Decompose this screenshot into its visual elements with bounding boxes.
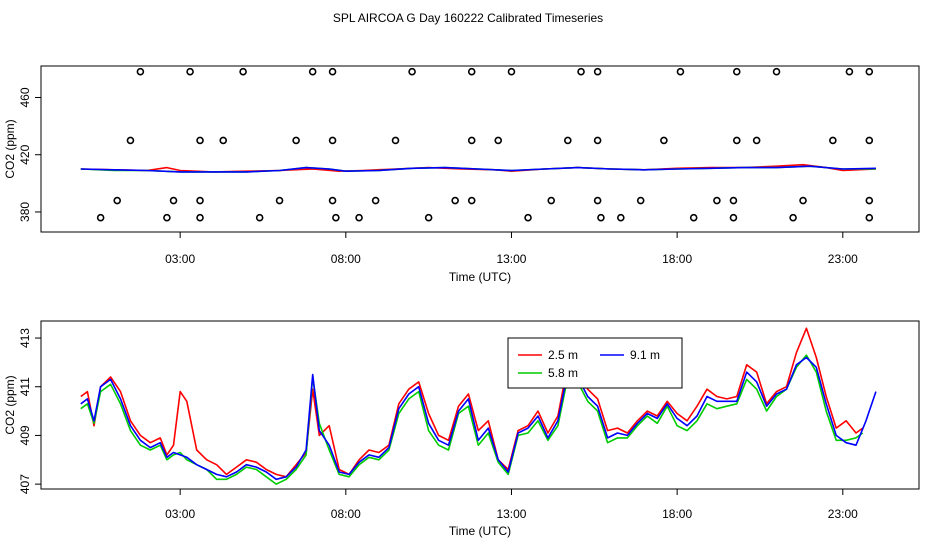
data-point-marker xyxy=(96,213,105,222)
data-point-marker xyxy=(196,213,204,222)
y-tick-label: 407 xyxy=(18,474,32,494)
series-line-2 xyxy=(80,165,876,173)
data-point-marker xyxy=(865,136,874,145)
data-point-marker xyxy=(772,67,781,76)
data-point-marker xyxy=(689,213,698,222)
y-tick-label: 411 xyxy=(18,377,32,396)
y-tick-label: 380 xyxy=(18,202,32,222)
lower-panel: 03:00 08:00 13:00 18:00 23:00 407 409 411 413 Tim… xyxy=(3,320,920,538)
chart-title: SPL AIRCOA G Day 160222 Calibrated Times… xyxy=(333,11,603,25)
data-point-marker xyxy=(328,136,337,145)
data-point-marker xyxy=(467,67,476,76)
data-point-marker xyxy=(593,196,602,205)
x-tick-label: 13:00 xyxy=(496,507,526,521)
data-point-marker xyxy=(451,196,459,205)
data-point-marker xyxy=(789,213,797,222)
x-tick-label: 18:00 xyxy=(662,252,692,266)
data-point-marker xyxy=(865,196,874,205)
upper-panel: 03:00 08:00 13:00 18:00 23:00 380 420 460 Time (… xyxy=(3,65,920,284)
legend-label: 5.8 m xyxy=(548,366,578,380)
data-point-marker xyxy=(617,213,625,222)
data-point-marker xyxy=(332,213,340,222)
data-point-marker xyxy=(371,196,380,205)
data-point-marker xyxy=(275,196,284,205)
series-line-2 xyxy=(80,356,877,481)
data-point-marker xyxy=(547,196,556,205)
data-point-marker xyxy=(424,213,433,222)
y-axis-label: CO2 (ppm) xyxy=(3,375,17,434)
data-point-marker xyxy=(126,136,135,145)
data-point-marker xyxy=(829,136,837,145)
data-point-marker xyxy=(163,213,171,222)
data-point-marker xyxy=(676,67,685,76)
data-point-marker xyxy=(255,213,264,222)
data-point-marker xyxy=(328,67,337,76)
data-point-marker xyxy=(597,213,605,222)
y-tick-label: 413 xyxy=(18,328,32,348)
data-point-marker xyxy=(865,213,874,222)
y-tick-label: 420 xyxy=(18,144,32,164)
x-tick-label: 03:00 xyxy=(165,507,195,521)
data-point-marker xyxy=(563,136,572,145)
y-tick-label: 460 xyxy=(18,87,32,107)
series-line-0 xyxy=(80,327,864,478)
data-point-marker xyxy=(732,67,741,76)
data-point-marker xyxy=(391,136,400,145)
data-point-marker xyxy=(865,67,874,76)
data-point-marker xyxy=(729,196,738,205)
x-tick-label: 23:00 xyxy=(828,507,858,521)
data-point-marker xyxy=(408,67,416,76)
data-point-marker xyxy=(577,67,585,76)
data-point-marker xyxy=(239,67,247,76)
data-point-marker xyxy=(494,136,503,145)
x-tick-label: 23:00 xyxy=(828,252,858,266)
data-point-marker xyxy=(113,196,122,205)
legend-label: 9.1 m xyxy=(630,348,660,362)
data-point-marker xyxy=(636,196,645,205)
data-point-marker xyxy=(467,136,476,145)
data-point-marker xyxy=(752,136,761,145)
x-axis-label: Time (UTC) xyxy=(449,524,511,538)
data-point-marker xyxy=(219,136,228,145)
legend-box xyxy=(507,337,683,389)
data-point-marker xyxy=(292,136,300,145)
data-point-marker xyxy=(732,136,741,145)
legend-label: 2.5 m xyxy=(548,348,578,362)
y-axis-label: CO2 (ppm) xyxy=(3,119,17,178)
data-point-marker xyxy=(467,196,476,205)
data-point-marker xyxy=(169,196,178,205)
x-tick-label: 13:00 xyxy=(496,252,526,266)
data-point-marker xyxy=(355,213,363,222)
data-point-marker xyxy=(186,67,194,76)
y-tick-label: 409 xyxy=(18,425,32,445)
x-tick-label: 18:00 xyxy=(662,507,692,521)
data-point-marker xyxy=(524,213,532,222)
data-point-marker xyxy=(729,213,738,222)
data-point-marker xyxy=(136,67,145,76)
data-point-marker xyxy=(507,67,516,76)
data-point-marker xyxy=(799,196,807,205)
data-point-marker xyxy=(713,196,721,205)
data-point-marker xyxy=(196,136,204,145)
data-point-marker xyxy=(308,67,317,76)
x-tick-label: 08:00 xyxy=(331,507,361,521)
plot-frame xyxy=(40,320,920,490)
data-point-marker xyxy=(328,196,337,205)
data-point-marker xyxy=(593,67,602,76)
plot-frame xyxy=(40,65,920,233)
data-point-marker xyxy=(196,196,204,205)
data-point-marker xyxy=(845,67,854,76)
data-point-marker xyxy=(660,136,668,145)
x-axis-label: Time (UTC) xyxy=(449,270,511,284)
x-tick-label: 08:00 xyxy=(331,252,361,266)
x-tick-label: 03:00 xyxy=(165,252,195,266)
data-point-marker xyxy=(593,136,602,145)
